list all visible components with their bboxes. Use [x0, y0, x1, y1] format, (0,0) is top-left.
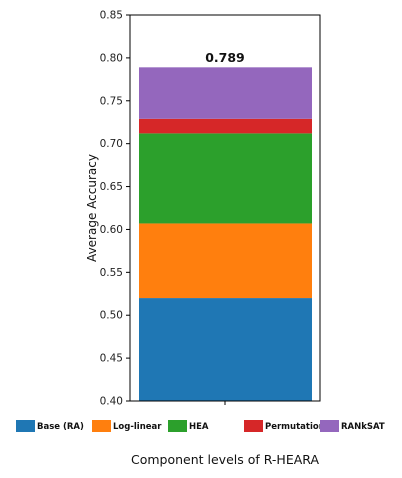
total-value-label: 0.789: [205, 50, 245, 65]
legend-swatch-hea: [168, 420, 187, 432]
legend-label-ranksat: RANkSAT: [341, 422, 385, 432]
x-axis-title: Component levels of R-HEARA: [131, 452, 319, 467]
y-tick-label: 0.75: [100, 95, 123, 107]
y-axis-title: Average Accuracy: [85, 154, 99, 262]
legend-swatch-ranksat: [320, 420, 339, 432]
legend-swatch-log-linear: [92, 420, 111, 432]
y-tick-label: 0.70: [100, 138, 123, 150]
y-tick-label: 0.40: [100, 396, 123, 408]
y-axis: 0.40 0.45 0.50 0.55 0.60 0.65 0.70 0.75 0.80 0.85: [100, 10, 130, 408]
y-tick-label: 0.85: [100, 10, 123, 22]
legend-label-log-linear: Log-linear: [113, 422, 162, 432]
legend-label-permutation: Permutation: [265, 422, 325, 432]
bar-segment-ranksat: [139, 67, 312, 119]
legend-label-hea: HEA: [189, 422, 209, 432]
legend-swatch-base-ra: [16, 420, 35, 432]
legend: Base (RA) Log-linear HEA Permutation RANkSAT: [16, 420, 385, 432]
legend-label-base-ra: Base (RA): [37, 422, 84, 432]
y-tick-label: 0.45: [100, 353, 123, 365]
y-tick-label: 0.50: [100, 310, 123, 322]
bar-segment-base-ra: [139, 298, 312, 401]
bar-segment-permutation: [139, 118, 312, 134]
bar-segment-hea: [139, 133, 312, 224]
y-tick-label: 0.55: [100, 267, 123, 279]
y-tick-label: 0.65: [100, 181, 123, 193]
bar-segment-log-linear: [139, 223, 312, 299]
legend-swatch-permutation: [244, 420, 263, 432]
y-tick-label: 0.80: [100, 52, 123, 64]
bar-stack: [139, 67, 312, 401]
y-tick-label: 0.60: [100, 224, 123, 236]
